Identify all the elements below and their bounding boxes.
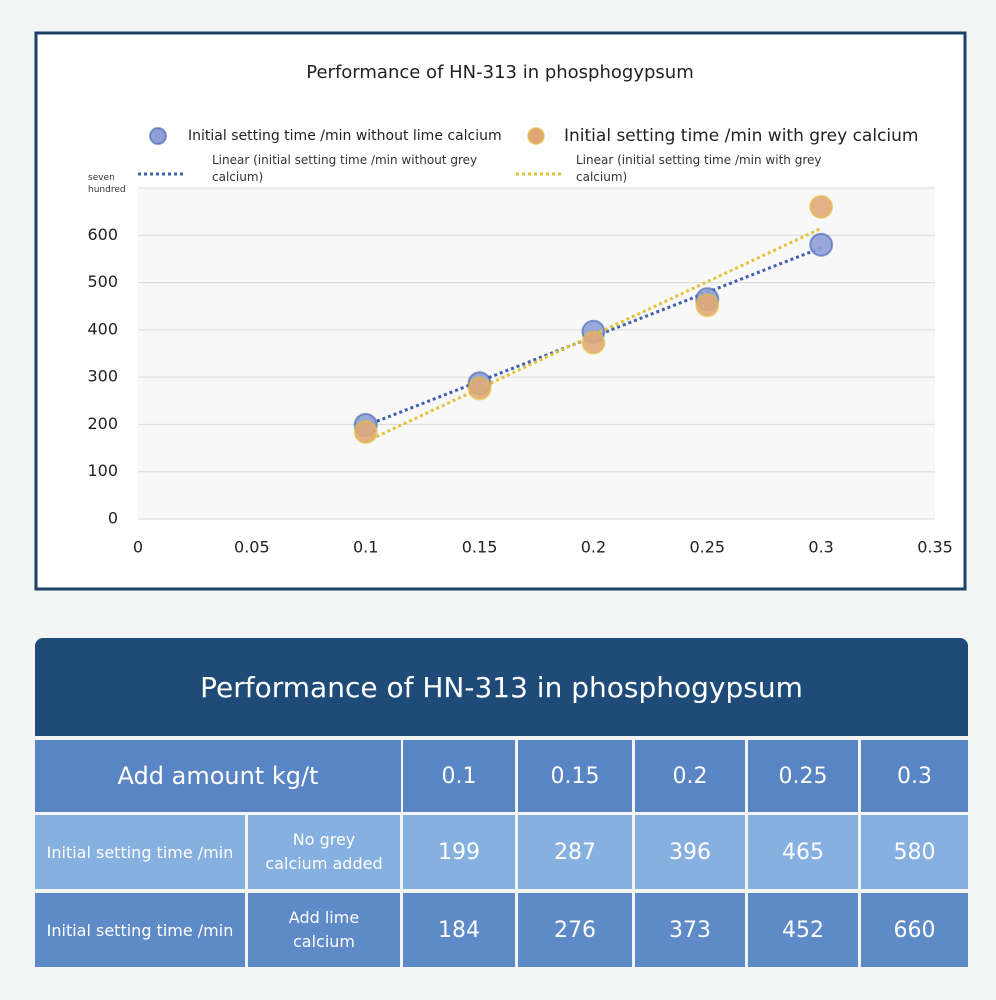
x-tick-label: 0.1	[353, 538, 378, 557]
table-value: 373	[635, 893, 745, 967]
y-tick-label: 0	[108, 509, 118, 528]
y-tick-label: seven hundred	[88, 173, 126, 195]
table-value: 660	[861, 893, 968, 967]
y-tick-label: 500	[87, 272, 118, 291]
point	[353, 419, 378, 444]
point	[809, 232, 834, 257]
y-tick-label: 300	[87, 367, 118, 386]
table-header-cell: 0.2	[635, 740, 745, 812]
y-tick-label-box: seven hundred	[88, 173, 126, 195]
table-value: 184	[403, 893, 515, 967]
table-value: 580	[861, 815, 968, 889]
row-sublabel: Add lime calcium	[248, 893, 400, 967]
table-value: 287	[518, 815, 632, 889]
table-header-cell: Add amount kg/t	[35, 740, 401, 812]
chart: Performance of HN-313 in phosphogypsum 0…	[34, 31, 967, 591]
x-tick-label: 0.15	[462, 538, 498, 557]
point	[467, 376, 492, 401]
chart-title: Performance of HN-313 in phosphogypsum	[306, 62, 693, 83]
y-tick-label: 600	[87, 225, 118, 244]
table-value: 199	[403, 815, 515, 889]
legend-label: Initial setting time /min with grey calc…	[564, 126, 918, 146]
legend-trend-label: Linear (initial setting time /min withou…	[212, 153, 478, 184]
x-tick-label: 0.2	[581, 538, 606, 557]
table-header-cell: 0.15	[518, 740, 632, 812]
table-value: 465	[748, 815, 858, 889]
table-header-cell: 0.25	[748, 740, 858, 812]
legend-label: Initial setting time /min without lime c…	[188, 128, 502, 144]
x-tick-label: 0.25	[689, 538, 725, 557]
x-tick-label: 0.05	[234, 538, 270, 557]
legend-trend-box: Linear (initial setting time /min withou…	[212, 153, 478, 184]
x-tick-label: 0.3	[808, 538, 833, 557]
row-sublabel: No grey calcium added	[248, 815, 400, 889]
row-label: Initial setting time /min	[35, 815, 245, 889]
table-value: 396	[635, 815, 745, 889]
table-header-cell: 0.1	[403, 740, 515, 812]
y-tick-label: 400	[87, 319, 118, 338]
point	[809, 194, 834, 219]
table-header-cell: 0.3	[861, 740, 968, 812]
table-title: Performance of HN-313 in phosphogypsum	[35, 638, 968, 736]
table-value: 452	[748, 893, 858, 967]
legend-marker	[149, 127, 167, 145]
y-tick-label: 100	[87, 461, 118, 480]
x-tick-label: 0	[133, 538, 143, 557]
table-value: 276	[518, 893, 632, 967]
y-tick-label: 200	[87, 414, 118, 433]
row-label: Initial setting time /min	[35, 893, 245, 967]
point	[695, 293, 720, 318]
legend-marker	[527, 127, 545, 145]
x-tick-label: 0.35	[917, 538, 953, 557]
plot-area	[138, 188, 935, 519]
point	[581, 330, 606, 355]
legend-trend-label: Linear (initial setting time /min with g…	[576, 153, 822, 184]
legend-trend-box: Linear (initial setting time /min with g…	[576, 153, 822, 184]
